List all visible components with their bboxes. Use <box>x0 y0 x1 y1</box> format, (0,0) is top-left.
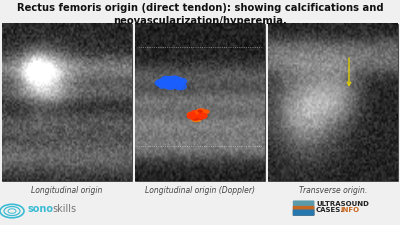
Text: CASES.: CASES. <box>316 207 344 213</box>
Circle shape <box>174 84 182 89</box>
Circle shape <box>197 113 207 119</box>
Text: ULTRASOUND: ULTRASOUND <box>316 201 369 207</box>
Circle shape <box>165 84 170 87</box>
Circle shape <box>178 84 183 87</box>
Circle shape <box>188 114 197 119</box>
Text: skills: skills <box>52 204 76 214</box>
Circle shape <box>194 112 198 114</box>
Circle shape <box>155 79 168 87</box>
Circle shape <box>164 83 176 89</box>
Circle shape <box>165 82 175 88</box>
Bar <box>135 24 265 181</box>
Circle shape <box>172 79 183 85</box>
Circle shape <box>192 117 198 120</box>
Circle shape <box>203 110 209 113</box>
Circle shape <box>198 110 202 113</box>
Circle shape <box>196 109 206 115</box>
FancyBboxPatch shape <box>293 209 314 216</box>
Circle shape <box>159 81 168 86</box>
Text: sono: sono <box>27 204 53 214</box>
Circle shape <box>157 80 166 85</box>
Circle shape <box>161 76 173 83</box>
Circle shape <box>192 116 201 122</box>
Circle shape <box>163 82 174 88</box>
Text: Rectus femoris origin (direct tendon): showing calcifications and: Rectus femoris origin (direct tendon): s… <box>17 3 383 13</box>
Circle shape <box>188 112 194 116</box>
Bar <box>2 24 132 181</box>
Text: neovascularization/hyperemia.: neovascularization/hyperemia. <box>113 16 287 26</box>
Circle shape <box>159 85 165 88</box>
Circle shape <box>195 110 206 116</box>
FancyBboxPatch shape <box>293 200 314 216</box>
Circle shape <box>192 111 197 113</box>
Text: INFO: INFO <box>340 207 359 213</box>
Text: Transverse origin.: Transverse origin. <box>299 186 368 195</box>
Circle shape <box>170 80 179 86</box>
Circle shape <box>165 84 171 88</box>
Circle shape <box>189 112 196 116</box>
Circle shape <box>170 83 177 87</box>
Circle shape <box>175 83 186 90</box>
Circle shape <box>163 77 169 81</box>
Circle shape <box>197 116 204 119</box>
Circle shape <box>175 78 186 85</box>
Circle shape <box>194 117 199 120</box>
Circle shape <box>173 79 178 81</box>
Text: Longitudinal origin (Doppler): Longitudinal origin (Doppler) <box>145 186 255 195</box>
Text: Longitudinal origin: Longitudinal origin <box>31 186 103 195</box>
Circle shape <box>198 111 205 115</box>
FancyBboxPatch shape <box>293 206 314 216</box>
Circle shape <box>191 113 201 119</box>
Circle shape <box>170 78 175 81</box>
Circle shape <box>168 76 180 83</box>
Circle shape <box>166 79 177 85</box>
Bar <box>268 24 398 181</box>
